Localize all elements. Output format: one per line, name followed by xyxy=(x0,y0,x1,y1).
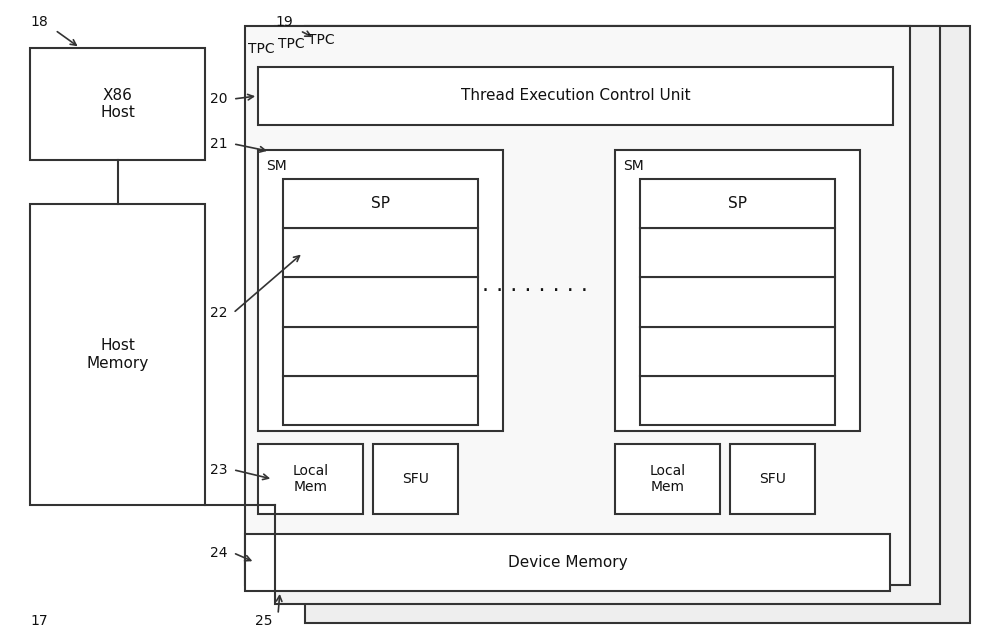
Bar xyxy=(640,179,835,228)
Text: Host
Memory: Host Memory xyxy=(86,339,149,371)
Text: SM: SM xyxy=(266,159,287,173)
Bar xyxy=(283,376,478,425)
Bar xyxy=(258,150,503,431)
Bar xyxy=(283,179,478,228)
Bar xyxy=(258,67,893,125)
Text: SFU: SFU xyxy=(759,472,786,486)
Text: 21: 21 xyxy=(210,137,228,151)
Bar xyxy=(258,444,363,514)
Text: Local
Mem: Local Mem xyxy=(649,464,686,495)
Bar xyxy=(283,228,478,277)
Text: TPC: TPC xyxy=(248,42,275,56)
Text: 20: 20 xyxy=(210,92,228,106)
Bar xyxy=(283,327,478,376)
Text: SP: SP xyxy=(728,196,747,211)
Text: SP: SP xyxy=(371,196,390,211)
Bar xyxy=(615,150,860,431)
Bar xyxy=(245,534,890,591)
Text: 18: 18 xyxy=(30,15,48,29)
Bar xyxy=(640,327,835,376)
Bar xyxy=(245,26,910,585)
Text: 24: 24 xyxy=(210,546,228,560)
Text: TPC: TPC xyxy=(278,37,305,51)
Bar xyxy=(730,444,815,514)
Bar xyxy=(283,277,478,327)
Text: 17: 17 xyxy=(30,614,48,628)
Bar xyxy=(640,376,835,425)
Bar xyxy=(615,444,720,514)
Bar xyxy=(373,444,458,514)
Bar xyxy=(30,204,205,505)
Text: SFU: SFU xyxy=(402,472,429,486)
Text: Local
Mem: Local Mem xyxy=(292,464,329,495)
Text: SM: SM xyxy=(623,159,644,173)
Text: TPC: TPC xyxy=(308,33,335,47)
Text: 19: 19 xyxy=(275,15,293,29)
Bar xyxy=(30,48,205,160)
Bar xyxy=(275,26,940,604)
Bar xyxy=(305,26,970,623)
Text: · · · · · · · ·: · · · · · · · · xyxy=(482,281,588,301)
Text: 25: 25 xyxy=(255,614,272,628)
Text: 23: 23 xyxy=(210,463,228,477)
Bar xyxy=(640,228,835,277)
Text: 22: 22 xyxy=(210,306,228,320)
Text: Device Memory: Device Memory xyxy=(508,555,627,570)
Text: X86
Host: X86 Host xyxy=(100,88,135,120)
Text: Thread Execution Control Unit: Thread Execution Control Unit xyxy=(461,88,690,104)
Bar xyxy=(640,277,835,327)
